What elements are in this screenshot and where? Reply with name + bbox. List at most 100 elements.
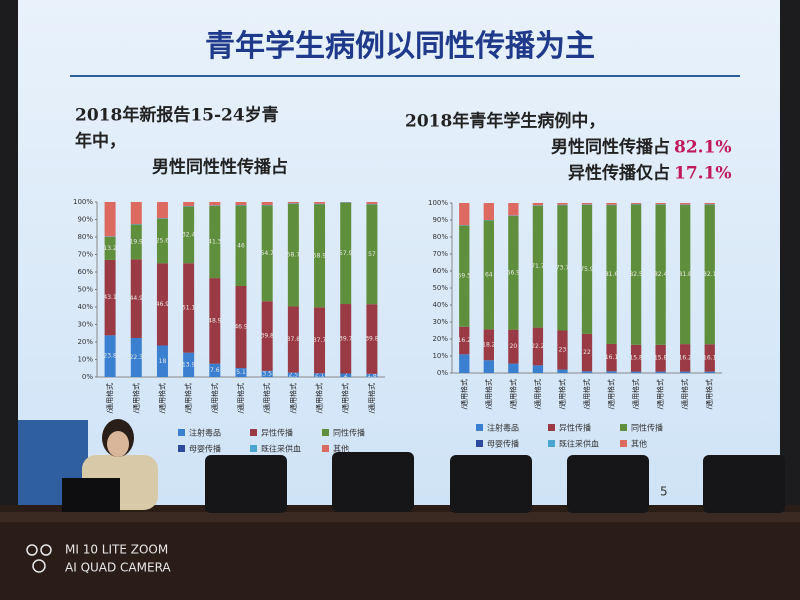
data-label: 2.5 (289, 371, 299, 378)
y-tick-label: 40% (77, 303, 93, 311)
right-text: 异性传播仅占 (568, 163, 670, 184)
bar-segment (209, 278, 221, 364)
bar-segment (557, 369, 568, 373)
data-label: 43.1 (103, 294, 117, 301)
bar-segment (704, 371, 715, 373)
bar-segment (630, 203, 642, 205)
bar-segment (287, 203, 299, 307)
legend-swatch (620, 440, 627, 447)
bar-segment (557, 330, 568, 370)
bar-segment (508, 215, 519, 330)
presenter (62, 419, 158, 512)
bar-segment (532, 203, 544, 206)
bar-segment (508, 329, 519, 364)
bar-segment (366, 304, 378, 374)
data-label: 32.4 (182, 231, 196, 238)
bar-segment (130, 259, 142, 338)
y-tick-label: 70% (432, 250, 448, 258)
bar-segment (156, 218, 168, 264)
bar-segment (235, 205, 247, 286)
y-tick-label: 100% (428, 199, 448, 207)
bar-segment (314, 204, 326, 308)
bar-segment (130, 224, 142, 260)
bar-segment (156, 263, 168, 346)
legend-label: 母婴传播 (189, 444, 221, 454)
legend-swatch (548, 424, 555, 431)
bar-segment (235, 286, 247, 369)
data-label: 3.5 (262, 370, 272, 377)
bar-segment (704, 344, 715, 372)
y-tick-label: 70% (77, 251, 93, 259)
data-label: 81.8 (679, 271, 693, 278)
x-tick-label: /通用格式 (508, 379, 517, 409)
bar-segment (483, 360, 494, 373)
bar-segment (209, 202, 221, 206)
slide (18, 0, 780, 505)
data-label: 23.8 (103, 353, 117, 360)
y-tick-label: 50% (77, 286, 93, 294)
data-label: 46.9 (234, 324, 248, 331)
data-label: 66.9 (507, 269, 521, 276)
legend-swatch (620, 424, 627, 431)
chairs (205, 452, 785, 513)
data-label: 58.7 (287, 252, 301, 259)
data-label: 57 (368, 251, 376, 258)
legend-swatch (548, 440, 555, 447)
y-tick-label: 30% (77, 321, 93, 329)
bar-segment (261, 370, 273, 377)
bar-segment (261, 202, 273, 205)
bar-segment (104, 236, 116, 260)
bar-segment (532, 365, 544, 373)
legend-swatch (322, 429, 329, 436)
bar-segment (581, 371, 593, 373)
data-label: 73.7 (556, 264, 570, 271)
x-tick-label: /通用格式 (367, 383, 376, 413)
bar-segment (130, 202, 142, 225)
watermark-logo (26, 544, 52, 573)
y-tick-label: 40% (432, 301, 448, 309)
legend-label: 既往采供血 (559, 439, 599, 449)
x-tick-label: /通用格式 (705, 379, 714, 409)
bar-segment (366, 202, 378, 204)
data-label: 13.9 (182, 361, 196, 368)
bar-segment (508, 203, 519, 216)
bar-segment (557, 203, 568, 205)
watermark: MI 10 LITE ZOOM (65, 543, 168, 557)
bar-segment (314, 373, 326, 377)
data-label: 18.2 (482, 341, 496, 348)
bar-segment (680, 203, 691, 205)
data-label: 7.6 (210, 367, 220, 374)
bar-segment (508, 363, 519, 373)
left-text: 2018年新报告15-24岁青 (75, 105, 279, 126)
bar-segment (459, 225, 470, 327)
bar-segment (606, 371, 617, 373)
y-tick-label: 80% (77, 233, 93, 241)
chair (205, 455, 287, 513)
right-text: 2018年青年学生病例中， (405, 111, 605, 132)
data-label: 39.8 (365, 336, 379, 343)
bar-segment (340, 304, 352, 374)
data-label: 23 (559, 347, 567, 354)
bar-segment (183, 202, 195, 207)
x-tick-label: /通用格式 (484, 379, 493, 409)
data-label: 39.7 (339, 335, 353, 342)
x-tick-label: /通用格式 (533, 379, 542, 409)
bar-segment (630, 204, 642, 345)
data-label: 5.1 (236, 369, 246, 376)
data-label: 54.7 (261, 250, 275, 257)
data-label: 37.8 (287, 336, 301, 343)
chair (703, 455, 785, 513)
data-label: 57.9 (339, 250, 353, 257)
bar-segment (655, 344, 666, 372)
bar-segment (680, 371, 691, 373)
bar-segment (130, 337, 142, 377)
bar-segment (366, 373, 378, 377)
data-label: 20 (510, 343, 518, 350)
bar-segment (655, 203, 666, 205)
bar-segment (156, 345, 168, 377)
data-label: 59.5 (458, 273, 472, 280)
x-tick-label: /通用格式 (680, 379, 689, 409)
bar-segment (209, 205, 221, 279)
bar-segment (183, 352, 195, 377)
